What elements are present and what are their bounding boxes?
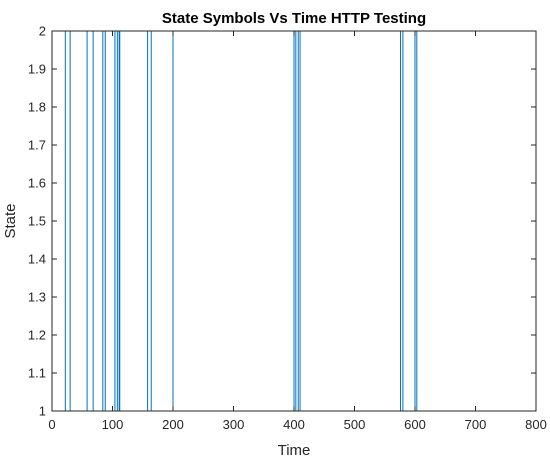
x-tick-label: 100 — [102, 417, 124, 432]
x-axis-label: Time — [278, 442, 311, 459]
y-tick-label: 1.5 — [28, 214, 46, 229]
y-tick-label: 1.7 — [28, 138, 46, 153]
y-tick-label: 2 — [39, 24, 46, 39]
y-tick-label: 1.6 — [28, 176, 46, 191]
series-line-0 — [52, 30, 526, 412]
x-tick-label: 200 — [162, 417, 184, 432]
y-tick-label: 1.8 — [28, 100, 46, 115]
x-tick-label: 700 — [465, 417, 487, 432]
y-tick-label: 1 — [39, 404, 46, 419]
x-tick-label: 300 — [223, 417, 245, 432]
y-tick-label: 1.4 — [28, 252, 46, 267]
y-tick-label: 1.2 — [28, 328, 46, 343]
x-tick-label: 0 — [48, 417, 55, 432]
y-tick-label: 1.1 — [28, 366, 46, 381]
x-tick-label: 500 — [344, 417, 366, 432]
y-tick-label: 1.3 — [28, 290, 46, 305]
x-tick-label: 800 — [525, 417, 547, 432]
y-tick-label: 1.9 — [28, 62, 46, 77]
chart-title: State Symbols Vs Time HTTP Testing — [162, 10, 426, 27]
x-tick-label: 400 — [283, 417, 305, 432]
y-axis-label: State — [2, 203, 19, 238]
x-tick-label: 600 — [404, 417, 426, 432]
